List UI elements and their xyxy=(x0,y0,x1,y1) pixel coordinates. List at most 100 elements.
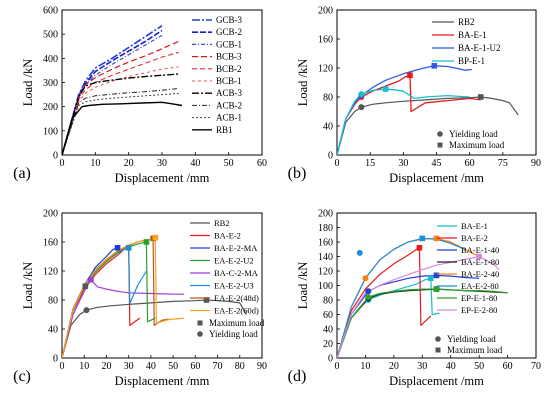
x-axis-label: Displacement /mm xyxy=(389,374,484,388)
legend-label: EA-E-2-U2 xyxy=(214,256,254,266)
legend-label: BA-E-2 xyxy=(461,233,488,243)
x-tick-label: 45 xyxy=(432,158,442,169)
maximum-load-marker xyxy=(433,272,440,279)
series-layer xyxy=(337,63,519,155)
x-tick-label: 70 xyxy=(213,361,223,372)
y-tick-label: 0 xyxy=(53,354,58,365)
x-tick-label: 15 xyxy=(365,158,375,169)
y-tick-label: 80 xyxy=(323,296,333,307)
legend-label: BP-E-1 xyxy=(458,56,485,66)
x-tick-label: 40 xyxy=(190,158,200,169)
x-tick-label: 10 xyxy=(79,361,89,372)
y-tick-label: 100 xyxy=(43,126,58,137)
panel-label: (b) xyxy=(288,165,307,182)
panel-label: (c) xyxy=(13,368,31,385)
series-line-BCB-2 xyxy=(62,51,179,155)
y-tick-label: 40 xyxy=(323,122,333,133)
legend-label: BA-E-2 xyxy=(214,231,241,241)
y-tick-label: 400 xyxy=(43,54,58,65)
series-line-ACB-3 xyxy=(62,73,179,155)
legend-label: BA-E-2-40 xyxy=(461,269,499,279)
x-tick-label: 90 xyxy=(531,158,541,169)
maximum-load-marker xyxy=(407,72,413,79)
maximum-load-marker xyxy=(82,283,89,290)
y-axis-label: Load /kN xyxy=(296,59,310,107)
maximum-load-marker xyxy=(203,297,210,303)
legend-label: GCB-1 xyxy=(216,39,242,49)
yielding-load-marker xyxy=(358,104,365,111)
maximum-load-marker xyxy=(476,253,482,260)
legend-label: BA-E-1 xyxy=(461,221,488,231)
y-tick-label: 200 xyxy=(43,209,58,220)
maximum-load-marker xyxy=(433,286,440,292)
x-tick-label: 40 xyxy=(446,361,456,372)
legend-label: EA-E-2(60d) xyxy=(214,306,259,316)
series-line-BCB-3 xyxy=(62,40,179,155)
y-tick-label: 0 xyxy=(328,151,333,162)
plot-frame xyxy=(61,212,263,359)
marker-legend-label: Maximum load xyxy=(449,140,505,150)
x-tick-label: 0 xyxy=(335,158,340,169)
legend-label: BCB-1 xyxy=(216,76,242,86)
series-line-RB2 xyxy=(337,96,519,155)
series-line-EA-E-2-80 xyxy=(337,237,466,358)
x-tick-label: 10 xyxy=(90,158,100,169)
y-tick-label: 160 xyxy=(318,238,333,249)
legend-maximum-marker xyxy=(437,142,443,148)
maximum-load-marker xyxy=(433,235,440,242)
x-tick-label: 60 xyxy=(465,158,475,169)
legend-label: EP-E-1-80 xyxy=(461,293,497,303)
y-tick-label: 40 xyxy=(48,325,58,336)
legend-yielding-marker xyxy=(197,331,203,337)
y-tick-label: 140 xyxy=(318,252,333,263)
series-line-BA-E-1-40 xyxy=(337,274,480,358)
x-axis-label: Displacement /mm xyxy=(115,171,210,185)
series-line-EA-E-2-U2 xyxy=(62,241,156,358)
x-tick-label: 10 xyxy=(360,361,370,372)
y-tick-label: 0 xyxy=(53,151,58,162)
legend-label: BCB-3 xyxy=(216,52,242,62)
series-layer xyxy=(337,235,508,358)
legend-label: ACB-3 xyxy=(216,88,243,98)
x-tick-label: 50 xyxy=(168,361,178,372)
y-axis-label: Load /kN xyxy=(21,59,35,107)
maximum-load-marker xyxy=(428,275,434,282)
chart-panel-2: 0 15 30 45 60 75 90 0 40 80 120 160 200 Displacement … xyxy=(288,6,541,186)
maximum-load-marker xyxy=(152,234,159,241)
series-layer xyxy=(62,234,247,358)
x-tick-label: 0 xyxy=(60,158,65,169)
legend-label: EA-E-2-U3 xyxy=(214,281,254,291)
series-line-GCB-3 xyxy=(62,25,163,155)
marker-legend-label: Maximum load xyxy=(447,345,503,355)
x-tick-label: 50 xyxy=(474,361,484,372)
x-tick-label: 30 xyxy=(157,158,167,169)
legend-label: ACB-2 xyxy=(216,100,242,110)
maximum-load-marker xyxy=(143,239,150,245)
y-tick-label: 160 xyxy=(318,35,333,46)
maximum-load-marker xyxy=(125,245,132,251)
y-tick-label: 200 xyxy=(318,209,333,220)
maximum-load-marker xyxy=(382,86,389,92)
y-tick-label: 120 xyxy=(318,267,333,278)
legend-label: RB2 xyxy=(214,218,230,228)
series-line-GCB-2 xyxy=(62,29,163,155)
y-tick-label: 40 xyxy=(323,325,333,336)
y-tick-label: 120 xyxy=(318,64,333,75)
legend-yielding-marker xyxy=(437,131,443,137)
y-tick-label: 500 xyxy=(43,30,58,41)
y-tick-label: 600 xyxy=(43,6,58,17)
y-tick-label: 60 xyxy=(323,310,333,321)
yielding-load-marker xyxy=(356,249,363,256)
legend-label: EA-E-2(48d) xyxy=(214,293,259,303)
legend-label: BA-E-1-40 xyxy=(461,245,499,255)
x-tick-label: 70 xyxy=(531,361,541,372)
x-tick-label: 30 xyxy=(124,361,134,372)
series-line-BA-E-2 xyxy=(337,247,432,358)
chart-panel-3: 0 10 20 30 40 50 60 70 80 90 0 40 80 120 160 200 Displac… xyxy=(13,209,267,389)
legend-maximum-marker xyxy=(435,347,441,353)
x-tick-label: 20 xyxy=(101,361,111,372)
plot-frame xyxy=(336,9,537,156)
yielding-load-marker xyxy=(358,91,365,98)
legend-label: EA-E-2-80 xyxy=(461,281,499,291)
